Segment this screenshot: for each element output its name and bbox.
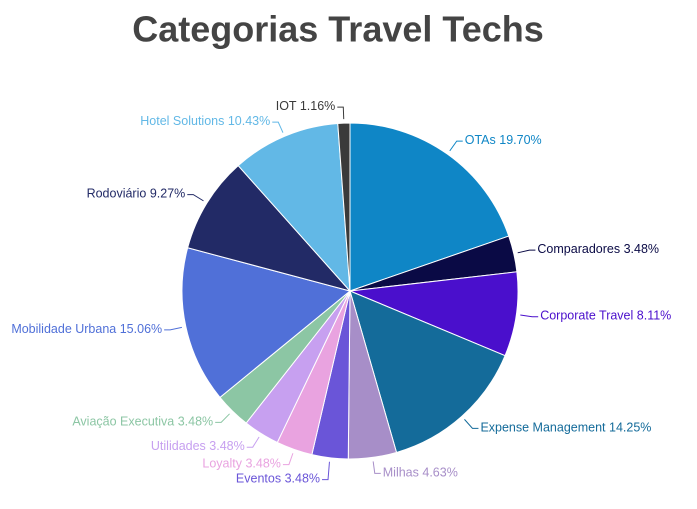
pie-slice	[237, 122, 351, 293]
slice-label: Corporate Travel 8.11%	[540, 309, 671, 323]
slice-label: Hotel Solutions 10.43%	[140, 114, 270, 128]
pie-slice	[337, 122, 351, 292]
slice-label: Utilidades 3.48%	[151, 439, 245, 453]
leader-line	[282, 453, 294, 466]
category-name: Hotel Solutions	[140, 114, 224, 128]
value-label: 3.48%	[245, 457, 280, 471]
category-name: IOT	[276, 99, 297, 113]
value-label: 8.11%	[637, 309, 672, 323]
category-name: Utilidades	[151, 439, 206, 453]
category-name: Expense Management	[480, 421, 606, 435]
slice-label: IOT 1.16%	[276, 99, 336, 113]
category-name: Loyalty	[202, 457, 242, 471]
slice-label: Aviação Executiva 3.48%	[72, 415, 213, 429]
leader-line	[520, 314, 539, 318]
leader-line	[337, 106, 345, 120]
value-label: 4.63%	[422, 466, 457, 480]
leader-line	[449, 140, 463, 152]
leader-line	[164, 326, 182, 331]
slice-label: Expense Management 14.25%	[480, 421, 651, 435]
category-name: Comparadores	[537, 242, 620, 256]
slice-label: Comparadores 3.48%	[537, 242, 659, 256]
pie-slice	[187, 164, 352, 292]
value-label: 14.25%	[609, 421, 651, 435]
value-label: 3.48%	[624, 242, 659, 256]
leader-line	[215, 413, 230, 423]
slice-label: Mobilidade Urbana 15.06%	[11, 322, 162, 336]
leader-line	[187, 194, 204, 202]
value-label: 3.48%	[285, 472, 320, 486]
value-label: 10.43%	[228, 114, 270, 128]
value-label: 1.16%	[300, 99, 335, 113]
category-name: OTAs	[465, 133, 496, 147]
leader-line	[272, 121, 284, 133]
value-label: 3.48%	[209, 439, 244, 453]
chart-title: Categorias Travel Techs	[132, 9, 544, 50]
value-label: 9.27%	[150, 187, 185, 201]
slice-label: OTAs 19.70%	[465, 133, 542, 147]
slice-label: Milhas 4.63%	[383, 466, 458, 480]
value-label: 3.48%	[178, 415, 213, 429]
leader-line	[372, 461, 381, 474]
category-name: Milhas	[383, 466, 419, 480]
leader-line	[246, 436, 260, 448]
leader-line	[517, 249, 536, 254]
slice-label: Eventos 3.48%	[236, 472, 320, 486]
slice-label: Rodoviário 9.27%	[87, 187, 186, 201]
category-name: Corporate Travel	[540, 309, 633, 323]
category-name: Rodoviário	[87, 187, 147, 201]
pie-slice	[349, 122, 510, 292]
slice-label: Loyalty 3.48%	[202, 457, 281, 471]
category-name: Eventos	[236, 472, 281, 486]
value-label: 19.70%	[499, 133, 541, 147]
leader-line	[464, 419, 479, 429]
category-name: Aviação Executiva	[72, 415, 174, 429]
value-label: 15.06%	[120, 322, 162, 336]
pie-slice	[181, 247, 352, 399]
pie-slice	[349, 290, 506, 454]
category-name: Mobilidade Urbana	[11, 322, 116, 336]
leader-line	[322, 461, 330, 481]
